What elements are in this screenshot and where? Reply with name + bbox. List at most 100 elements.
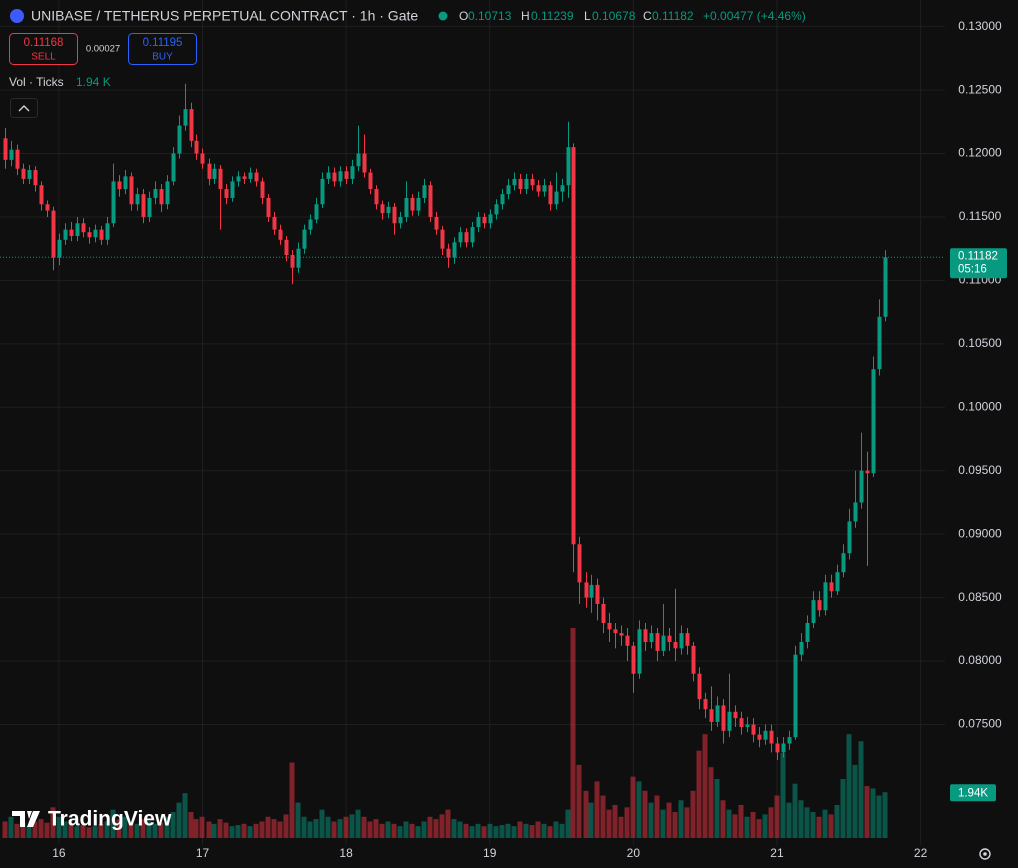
- candle-body: [548, 185, 553, 205]
- volume-bar: [74, 826, 80, 838]
- volume-bar: [98, 823, 104, 838]
- volume-bar: [636, 781, 642, 838]
- volume-bar: [343, 816, 349, 838]
- candle-body: [296, 248, 301, 268]
- volume-bar: [594, 781, 600, 838]
- volume-bar: [397, 826, 403, 838]
- settings-icon[interactable]: [979, 848, 991, 860]
- candle-body: [829, 582, 834, 592]
- candle-body: [709, 709, 714, 722]
- candle-body: [93, 229, 98, 238]
- volume-bar: [762, 814, 768, 838]
- candle-body: [135, 194, 140, 205]
- volume-bar: [804, 807, 810, 838]
- volume-bar: [606, 809, 612, 838]
- candle-body: [769, 730, 774, 744]
- volume-bar: [570, 628, 576, 838]
- volume-bar: [14, 823, 20, 838]
- candle-body: [536, 185, 541, 192]
- volume-bar: [523, 823, 529, 838]
- candle-body: [464, 232, 469, 243]
- volume-bar: [451, 819, 457, 838]
- candle-body: [452, 242, 457, 258]
- sell-button[interactable]: [9, 33, 78, 65]
- volume-value: 1.94 K: [76, 75, 111, 89]
- change: +0.00477 (+4.46%): [703, 9, 806, 23]
- candle-body: [524, 178, 529, 190]
- candle-body: [392, 206, 397, 224]
- volume-bar: [505, 823, 511, 838]
- candle-body: [117, 181, 122, 190]
- volume-bar: [295, 802, 301, 838]
- candle-body: [757, 734, 762, 740]
- candle-body: [105, 223, 110, 240]
- volume-bar: [756, 819, 762, 838]
- candle-body: [500, 194, 505, 205]
- volume-bar: [421, 821, 427, 838]
- candle-body: [703, 699, 708, 710]
- candle-body: [200, 153, 205, 164]
- volume-bar: [660, 809, 666, 838]
- volume-bar: [271, 819, 277, 838]
- volume-bar: [433, 819, 439, 838]
- candle-body: [344, 171, 349, 179]
- candle-body: [99, 229, 104, 240]
- buy-price: 0.11195: [143, 37, 183, 49]
- volume-bar: [367, 821, 373, 838]
- sell-price: 0.11168: [24, 37, 64, 49]
- candle-body: [649, 633, 654, 642]
- candle-body: [793, 654, 798, 738]
- volume-bar: [559, 823, 565, 838]
- y-tick-label: 0.11500: [959, 209, 1002, 223]
- candle-body: [272, 216, 277, 230]
- candle-body: [123, 176, 128, 190]
- volume-bar: [104, 821, 110, 838]
- volume-bar: [457, 821, 463, 838]
- candle-body: [248, 172, 253, 179]
- y-tick-label: 0.07500: [958, 717, 1002, 731]
- status-dot: [438, 11, 448, 21]
- volume-bar: [822, 809, 828, 838]
- volume-bar: [223, 822, 229, 838]
- candle-body: [129, 176, 134, 205]
- candle-body: [81, 223, 86, 233]
- volume-bar: [583, 790, 589, 838]
- x-tick-label: 16: [52, 846, 66, 860]
- candle-body: [290, 255, 295, 268]
- candle-body: [554, 191, 559, 205]
- candle-body: [835, 572, 840, 592]
- candle-body: [320, 178, 325, 205]
- candle-body: [159, 189, 164, 205]
- candle-body: [853, 502, 858, 522]
- volume-bar: [2, 821, 8, 838]
- volume-bar: [553, 821, 559, 838]
- candle-body: [607, 622, 612, 630]
- volume-bar: [463, 823, 469, 838]
- candle-body: [398, 216, 403, 224]
- volume-bar: [229, 826, 235, 838]
- candle-body: [111, 181, 116, 224]
- last-price-tag: [950, 248, 1007, 279]
- volume-bar: [750, 812, 756, 838]
- collapse-button[interactable]: [10, 98, 38, 118]
- symbol-title[interactable]: UNIBASE / TETHERUS PERPETUAL CONTRACT · …: [31, 8, 418, 24]
- volume-bar: [277, 821, 283, 838]
- ohlc-key: C: [643, 9, 652, 23]
- ohlc-key: L: [584, 9, 591, 23]
- volume-bar: [247, 826, 253, 838]
- volume-bar: [780, 753, 786, 838]
- candle-body: [254, 172, 259, 182]
- buy-button[interactable]: [128, 33, 197, 65]
- candle-body: [410, 197, 415, 211]
- candle-body: [470, 227, 475, 243]
- brand-mark: [12, 811, 40, 827]
- candle-body: [805, 622, 810, 642]
- chevron-icon: [18, 105, 30, 112]
- candle-body: [266, 197, 271, 217]
- candle-body: [589, 584, 594, 598]
- volume-title[interactable]: Vol · Ticks: [9, 75, 64, 89]
- volume-bar: [122, 816, 128, 838]
- volume-bar: [206, 821, 212, 838]
- volume-bar: [517, 821, 523, 838]
